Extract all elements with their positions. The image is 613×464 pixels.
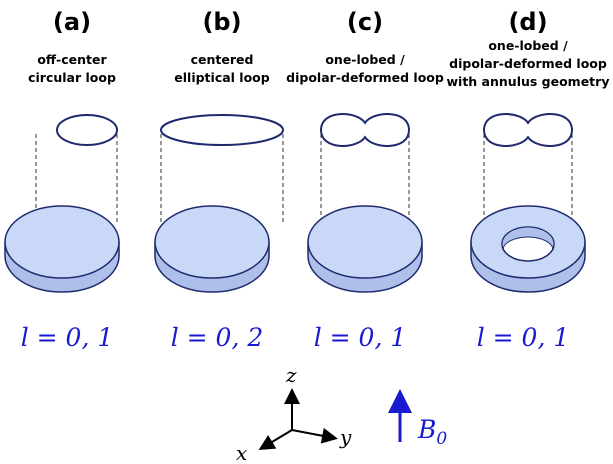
- disc-top: [308, 206, 422, 278]
- y-label: y: [339, 425, 352, 449]
- x-label: x: [236, 441, 247, 464]
- x-axis: [262, 430, 292, 448]
- equation: l = 0, 1: [477, 323, 570, 352]
- z-label: z: [285, 363, 297, 387]
- panel-label: (a): [53, 8, 91, 36]
- equation: l = 0, 1: [314, 323, 407, 352]
- caption-line: with annulus geometry: [447, 74, 610, 89]
- loop: [161, 115, 283, 145]
- caption-line: off-center: [37, 52, 107, 67]
- loop: [57, 115, 117, 145]
- equation: l = 0, 2: [171, 323, 264, 352]
- caption-line: one-lobed /: [325, 52, 405, 67]
- loop: [321, 114, 409, 146]
- axes: [262, 392, 334, 448]
- panel-label: (d): [508, 8, 547, 36]
- field-subscript: 0: [436, 429, 447, 449]
- equation: l = 0, 1: [21, 323, 114, 352]
- caption-line: dipolar-deformed loop: [449, 56, 607, 71]
- diagram: z y x B0 (a) off-center circular loop l = 0…: [0, 0, 613, 464]
- field-label: B0: [417, 415, 447, 449]
- caption-line: circular loop: [28, 70, 116, 85]
- caption-line: dipolar-deformed loop: [286, 70, 444, 85]
- panel-label: (b): [202, 8, 241, 36]
- y-axis: [292, 430, 334, 438]
- caption-line: elliptical loop: [174, 70, 269, 85]
- field-symbol: B: [417, 415, 436, 444]
- panel-label: (c): [347, 8, 383, 36]
- caption-line: one-lobed /: [488, 38, 568, 53]
- disc-top: [155, 206, 269, 278]
- disc-top: [5, 206, 119, 278]
- caption-line: centered: [191, 52, 254, 67]
- loop: [484, 114, 572, 146]
